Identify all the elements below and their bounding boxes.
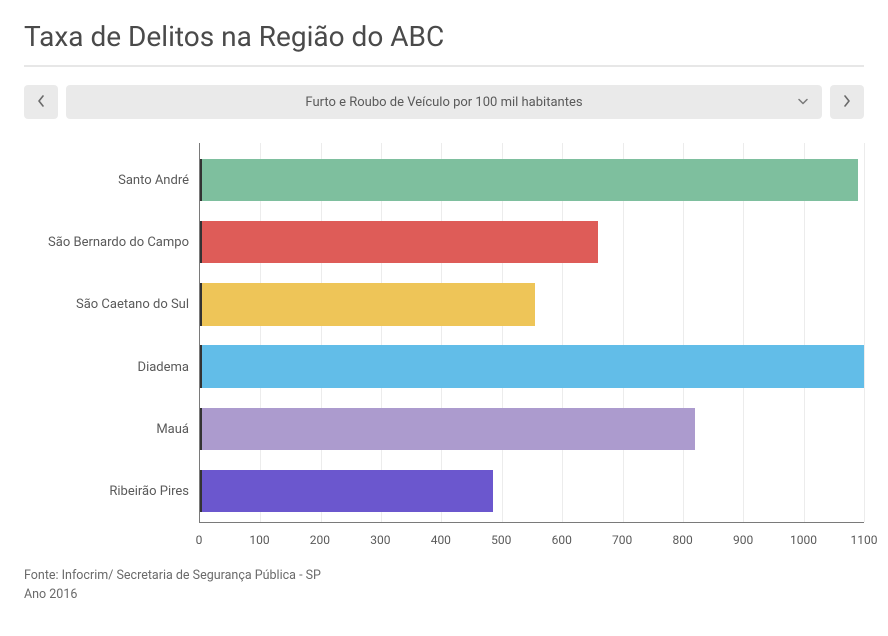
bars-layer (200, 143, 864, 522)
bar (200, 345, 864, 387)
x-axis-tick: 800 (673, 533, 693, 547)
bar (200, 408, 695, 450)
y-axis-label: São Bernardo do Campo (24, 211, 199, 273)
footer-year: Ano 2016 (24, 586, 864, 605)
y-axis-label: Mauá (24, 398, 199, 460)
bar-slot (200, 211, 864, 273)
x-axis-tick: 400 (431, 533, 451, 547)
x-axis-tick: 700 (612, 533, 632, 547)
selector-row: Furto e Roubo de Veículo por 100 mil hab… (24, 85, 864, 119)
bar (200, 470, 493, 512)
bar (200, 221, 598, 263)
prev-button[interactable] (24, 85, 58, 119)
y-axis-label: Ribeirão Pires (24, 461, 199, 523)
metric-dropdown[interactable]: Furto e Roubo de Veículo por 100 mil hab… (66, 85, 822, 119)
x-axis-tick: 900 (733, 533, 753, 547)
y-axis-label: Santo André (24, 149, 199, 211)
bar-slot (200, 398, 864, 460)
y-axis-label: São Caetano do Sul (24, 274, 199, 336)
x-axis-tick: 500 (491, 533, 511, 547)
bar-slot (200, 273, 864, 335)
x-axis-tick: 1100 (851, 533, 878, 547)
chevron-down-icon (798, 96, 808, 109)
x-axis: 010020030040050060070080090010001100 (199, 527, 864, 551)
chart-container: Santo AndréSão Bernardo do CampoSão Caet… (24, 143, 864, 523)
plot-area (199, 143, 864, 523)
footer: Fonte: Infocrim/ Secretaria de Segurança… (24, 567, 864, 605)
x-axis-tick: 300 (370, 533, 390, 547)
footer-source: Fonte: Infocrim/ Secretaria de Segurança… (24, 567, 864, 586)
grid-line (864, 143, 865, 522)
metric-dropdown-label: Furto e Roubo de Veículo por 100 mil hab… (305, 95, 582, 110)
x-axis-tick: 0 (196, 533, 203, 547)
next-button[interactable] (830, 85, 864, 119)
divider (24, 65, 864, 67)
bar-slot (200, 460, 864, 522)
x-axis-tick: 600 (552, 533, 572, 547)
y-axis-labels: Santo AndréSão Bernardo do CampoSão Caet… (24, 143, 199, 523)
y-axis-label: Diadema (24, 336, 199, 398)
x-axis-tick: 1000 (790, 533, 817, 547)
bar-slot (200, 336, 864, 398)
chart-area: Santo AndréSão Bernardo do CampoSão Caet… (24, 143, 864, 523)
x-axis-tick: 200 (310, 533, 330, 547)
chevron-left-icon (37, 94, 45, 110)
bar-slot (200, 149, 864, 211)
bar (200, 283, 535, 325)
page-title: Taxa de Delitos na Região do ABC (24, 20, 864, 53)
chevron-right-icon (843, 94, 851, 110)
x-axis-tick: 100 (249, 533, 269, 547)
bar (200, 159, 858, 201)
